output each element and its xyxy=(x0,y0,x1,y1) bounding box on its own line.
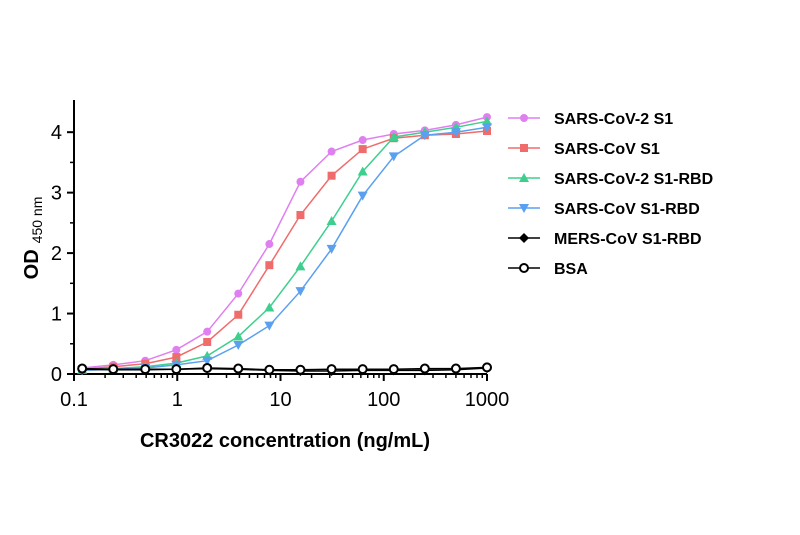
data-point xyxy=(450,128,461,138)
data-point xyxy=(482,123,492,133)
data-point xyxy=(357,364,368,375)
x-tick-label: 10 xyxy=(269,389,291,411)
series-2 xyxy=(77,116,492,374)
data-point xyxy=(327,171,336,180)
series-line xyxy=(82,126,488,372)
x-tick-label: 0.1 xyxy=(60,389,88,411)
legend-label: SARS-CoV S1 xyxy=(554,141,660,158)
data-point xyxy=(202,356,213,366)
legend-label: BSA xyxy=(554,261,588,278)
legend-item: MERS-CoV S1-RBD xyxy=(508,231,702,248)
legend-marker xyxy=(519,173,529,182)
legend-item: SARS-CoV S1 xyxy=(508,141,660,158)
y-axis-label: OD 450 nm xyxy=(21,197,45,280)
data-point xyxy=(203,337,212,346)
data-point xyxy=(357,166,368,176)
data-point xyxy=(265,261,274,270)
y-tick-label: 3 xyxy=(51,183,62,205)
data-point xyxy=(77,363,88,374)
data-point xyxy=(419,131,430,141)
series-layer xyxy=(77,113,492,376)
data-point xyxy=(264,302,275,312)
x-tick-label: 1000 xyxy=(465,389,510,411)
data-point xyxy=(358,136,367,145)
data-point xyxy=(296,211,305,220)
series-5 xyxy=(77,362,492,375)
data-point xyxy=(326,364,337,375)
data-point xyxy=(419,363,430,374)
data-point xyxy=(295,287,306,297)
data-point xyxy=(482,362,492,373)
data-point xyxy=(171,364,182,375)
data-point xyxy=(140,364,151,375)
y-axis-label-main: OD xyxy=(21,249,43,279)
x-axis-label: CR3022 concentration (ng/mL) xyxy=(140,430,430,452)
data-point xyxy=(388,132,399,142)
data-point xyxy=(202,362,213,373)
legend-marker xyxy=(519,233,529,243)
data-point xyxy=(327,147,336,156)
data-point xyxy=(358,145,367,154)
series-1 xyxy=(78,126,491,374)
data-point xyxy=(233,340,244,350)
legend-item: SARS-CoV S1-RBD xyxy=(508,201,700,218)
data-point xyxy=(295,364,306,375)
legend-marker xyxy=(520,114,528,122)
data-point xyxy=(264,364,275,375)
data-point xyxy=(388,364,399,375)
y-tick-label: 0 xyxy=(51,364,62,386)
data-point xyxy=(388,152,399,162)
data-point xyxy=(326,244,337,254)
legend-label: SARS-CoV-2 S1 xyxy=(554,111,673,128)
data-point xyxy=(234,310,243,319)
legend-marker xyxy=(520,144,528,152)
y-tick-label: 1 xyxy=(51,304,62,326)
y-tick-label: 4 xyxy=(51,122,62,144)
data-point xyxy=(233,331,244,341)
legend-item: BSA xyxy=(508,261,588,278)
legend-marker xyxy=(519,204,529,213)
x-tick-label: 1 xyxy=(172,389,183,411)
data-point xyxy=(172,345,181,354)
data-point xyxy=(357,191,368,201)
legend-marker xyxy=(519,263,529,273)
data-point xyxy=(482,116,492,126)
data-point xyxy=(108,364,119,375)
legend-label: SARS-CoV S1-RBD xyxy=(554,201,700,218)
x-tick-label: 100 xyxy=(367,389,400,411)
data-point xyxy=(265,240,274,249)
y-axis-label-sub: 450 nm xyxy=(29,197,45,244)
series-line xyxy=(82,366,488,371)
series-0 xyxy=(78,113,491,372)
data-point xyxy=(450,363,461,374)
series-line xyxy=(82,116,488,369)
data-point xyxy=(296,177,305,186)
legend-item: SARS-CoV-2 S1-RBD xyxy=(508,171,713,188)
y-tick-label: 2 xyxy=(51,243,62,265)
legend-label: MERS-CoV S1-RBD xyxy=(554,231,702,248)
data-point xyxy=(233,363,244,374)
series-line xyxy=(82,120,488,371)
data-point xyxy=(172,353,181,362)
legend: SARS-CoV-2 S1 SARS-CoV S1 SARS-CoV-2 S1-RB… xyxy=(508,111,713,278)
data-point xyxy=(295,261,306,271)
data-point xyxy=(264,321,275,331)
series-3 xyxy=(77,123,492,376)
legend-label: SARS-CoV-2 S1-RBD xyxy=(554,171,713,188)
data-point xyxy=(203,327,212,336)
series-line xyxy=(82,130,488,370)
data-point xyxy=(234,289,243,298)
legend-item: SARS-CoV-2 S1 xyxy=(508,111,673,128)
axes: 0 1 2 3 4 0.1 1 10 100 1000 xyxy=(51,100,509,411)
data-point xyxy=(326,216,337,226)
